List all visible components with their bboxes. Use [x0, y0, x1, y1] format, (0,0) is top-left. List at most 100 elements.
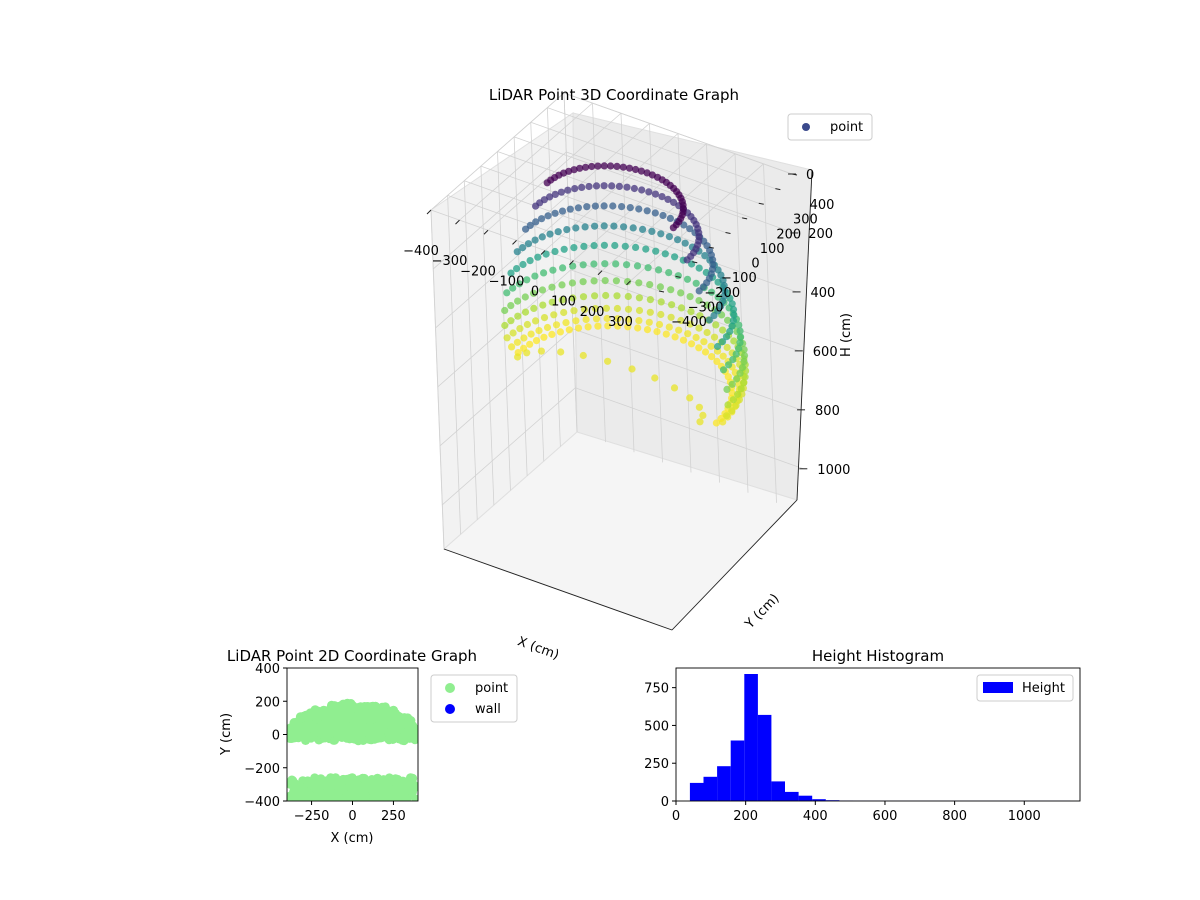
- point-3d: [707, 342, 715, 350]
- point-3d: [513, 265, 521, 273]
- point-3d: [669, 224, 678, 232]
- point-2d: [395, 712, 405, 722]
- grid-floor-y-4: [497, 151, 726, 233]
- point-3d: [625, 164, 634, 172]
- histogram-bar: [730, 740, 745, 801]
- point-3d: [602, 291, 610, 300]
- point-3d: [728, 300, 736, 308]
- point-3d: [729, 317, 738, 325]
- point-3d: [601, 260, 609, 268]
- point-3d: [665, 269, 673, 277]
- point-2d: [368, 701, 378, 711]
- point-3d: [740, 346, 748, 354]
- point-3d: [530, 289, 538, 297]
- y-axis-line: [671, 499, 798, 631]
- point-3d: [513, 338, 522, 346]
- point-3d: [603, 314, 611, 323]
- point-3d: [710, 312, 718, 320]
- yh-tick-3: 750: [644, 682, 669, 697]
- point-3d: [557, 188, 566, 196]
- point-3d: [701, 252, 709, 260]
- point-3d: [514, 312, 522, 320]
- point-3d: [645, 188, 653, 196]
- point-3d: [566, 205, 574, 213]
- x3d-tickmark-3: [512, 240, 517, 245]
- point-3d: [548, 330, 556, 338]
- x3d-tick-4: 0: [531, 285, 539, 300]
- point-3d: [687, 340, 696, 348]
- z3d-tick-4: 800: [815, 404, 840, 419]
- point-3d: [623, 183, 631, 191]
- point-3d: [675, 326, 683, 334]
- point-3d: [509, 284, 517, 292]
- point-3d: [583, 203, 591, 211]
- point-3d: [732, 401, 740, 409]
- point-3d: [695, 403, 704, 411]
- point-2d: [407, 730, 417, 740]
- point-3d: [519, 244, 527, 252]
- point-3d: [646, 296, 655, 304]
- point-2d: [331, 727, 341, 737]
- point-3d: [537, 347, 546, 355]
- point-3d: [637, 167, 646, 175]
- point-3d: [657, 298, 665, 306]
- point-3d: [714, 342, 722, 351]
- point-2d: [327, 792, 337, 801]
- point-3d: [544, 212, 552, 220]
- ticks-2d: −250 0 250 −400 −200 0 200 400: [244, 662, 406, 824]
- y3d-tick-3: −100: [721, 271, 757, 286]
- point-3d: [643, 207, 651, 215]
- point-2d: [407, 787, 417, 797]
- point-3d: [634, 324, 642, 332]
- point-3d: [542, 250, 550, 258]
- y3d-tick-2: −200: [704, 286, 740, 301]
- title-3d: LiDAR Point 3D Coordinate Graph: [489, 86, 739, 104]
- point-3d: [686, 225, 694, 233]
- point-3d: [651, 209, 659, 217]
- point-3d: [501, 321, 509, 330]
- point-3d: [592, 182, 601, 190]
- grid-left-y-5: [513, 136, 528, 476]
- point-2d: [349, 792, 359, 801]
- point-3d: [723, 343, 731, 352]
- point-3d: [503, 334, 511, 342]
- point-3d: [615, 182, 624, 190]
- point-3d: [723, 385, 731, 393]
- point-3d: [722, 333, 731, 341]
- point-3d: [558, 296, 566, 304]
- xlabel-2d: X (cm): [331, 831, 374, 846]
- point-3d: [679, 336, 688, 344]
- grid-left-y-3: [480, 166, 495, 506]
- point-2d: [372, 709, 382, 719]
- point-3d: [538, 215, 546, 223]
- legend-2d: point wall: [430, 674, 518, 723]
- point-2d: [392, 723, 403, 733]
- grid-z-5: [442, 387, 804, 506]
- ticks-hist: 0 200 400 600 800 1000 0 250 500 750: [644, 682, 1041, 824]
- legend-hist: Height: [976, 674, 1074, 702]
- point-3d: [670, 384, 679, 392]
- point-3d: [572, 317, 580, 325]
- grid-floor-y-5: [513, 136, 743, 219]
- point-3d: [677, 289, 685, 297]
- point-3d: [667, 313, 675, 321]
- y3d-tick-5: 100: [760, 242, 785, 257]
- point-3d: [624, 278, 632, 286]
- y2d-tick-0: −400: [244, 795, 280, 810]
- y3d-tickmark-7: [775, 188, 781, 191]
- point-3d: [507, 302, 515, 310]
- y2d-tick-3: 200: [255, 695, 280, 710]
- point-3d: [516, 325, 524, 333]
- point-2d: [287, 728, 294, 738]
- point-2d: [328, 780, 338, 790]
- point-3d: [532, 218, 540, 226]
- point-3d: [703, 301, 711, 309]
- point-3d: [520, 334, 528, 342]
- point-2d: [293, 793, 303, 801]
- point-2d: [365, 783, 375, 793]
- histogram-bars: [689, 674, 1071, 801]
- point-3d: [591, 305, 600, 313]
- title-hist: Height Histogram: [812, 647, 944, 665]
- x3d-tickmark-6: [597, 270, 603, 276]
